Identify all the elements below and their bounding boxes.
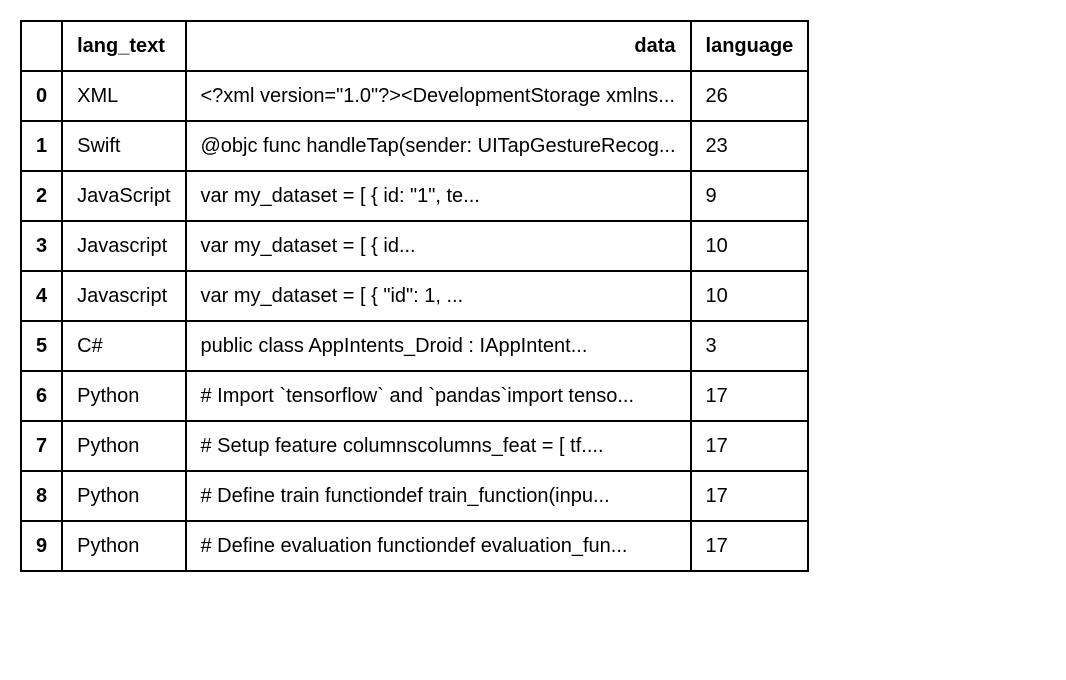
row-index: 0	[21, 71, 62, 121]
table-row: 2 JavaScript var my_dataset = [ { id: "1…	[21, 171, 808, 221]
table-row: 8 Python # Define train functiondef trai…	[21, 471, 808, 521]
table-row: 0 XML <?xml version="1.0"?><DevelopmentS…	[21, 71, 808, 121]
cell-data: var my_dataset = [ { "id": 1, ...	[186, 271, 691, 321]
dataframe-table: lang_text data language 0 XML <?xml vers…	[20, 20, 809, 572]
cell-language: 26	[691, 71, 809, 121]
table-row: 5 C# public class AppIntents_Droid : IAp…	[21, 321, 808, 371]
cell-lang-text: Javascript	[62, 271, 185, 321]
cell-data: # Define evaluation functiondef evaluati…	[186, 521, 691, 571]
table-row: 1 Swift @objc func handleTap(sender: UIT…	[21, 121, 808, 171]
cell-lang-text: Python	[62, 421, 185, 471]
cell-language: 10	[691, 271, 809, 321]
row-index: 5	[21, 321, 62, 371]
row-index: 9	[21, 521, 62, 571]
cell-lang-text: Swift	[62, 121, 185, 171]
cell-language: 17	[691, 371, 809, 421]
cell-data: # Import `tensorflow` and `pandas`import…	[186, 371, 691, 421]
cell-language: 17	[691, 471, 809, 521]
cell-lang-text: Python	[62, 371, 185, 421]
cell-language: 17	[691, 521, 809, 571]
cell-lang-text: Python	[62, 471, 185, 521]
cell-lang-text: JavaScript	[62, 171, 185, 221]
cell-language: 10	[691, 221, 809, 271]
header-data: data	[186, 21, 691, 71]
cell-lang-text: Python	[62, 521, 185, 571]
header-row: lang_text data language	[21, 21, 808, 71]
cell-language: 23	[691, 121, 809, 171]
cell-data: # Define train functiondef train_functio…	[186, 471, 691, 521]
row-index: 2	[21, 171, 62, 221]
cell-data: # Setup feature columnscolumns_feat = [ …	[186, 421, 691, 471]
table-body: 0 XML <?xml version="1.0"?><DevelopmentS…	[21, 71, 808, 571]
cell-language: 3	[691, 321, 809, 371]
cell-language: 9	[691, 171, 809, 221]
cell-data: <?xml version="1.0"?><DevelopmentStorage…	[186, 71, 691, 121]
cell-lang-text: XML	[62, 71, 185, 121]
table-row: 9 Python # Define evaluation functiondef…	[21, 521, 808, 571]
cell-data: @objc func handleTap(sender: UITapGestur…	[186, 121, 691, 171]
row-index: 3	[21, 221, 62, 271]
cell-lang-text: Javascript	[62, 221, 185, 271]
cell-data: public class AppIntents_Droid : IAppInte…	[186, 321, 691, 371]
table-row: 7 Python # Setup feature columnscolumns_…	[21, 421, 808, 471]
header-language: language	[691, 21, 809, 71]
row-index: 4	[21, 271, 62, 321]
header-lang-text: lang_text	[62, 21, 185, 71]
cell-lang-text: C#	[62, 321, 185, 371]
cell-data: var my_dataset = [ { id: "1", te...	[186, 171, 691, 221]
row-index: 8	[21, 471, 62, 521]
row-index: 6	[21, 371, 62, 421]
cell-language: 17	[691, 421, 809, 471]
table-row: 3 Javascript var my_dataset = [ { id... …	[21, 221, 808, 271]
cell-data: var my_dataset = [ { id...	[186, 221, 691, 271]
table-row: 6 Python # Import `tensorflow` and `pand…	[21, 371, 808, 421]
row-index: 1	[21, 121, 62, 171]
header-index	[21, 21, 62, 71]
table-row: 4 Javascript var my_dataset = [ { "id": …	[21, 271, 808, 321]
row-index: 7	[21, 421, 62, 471]
